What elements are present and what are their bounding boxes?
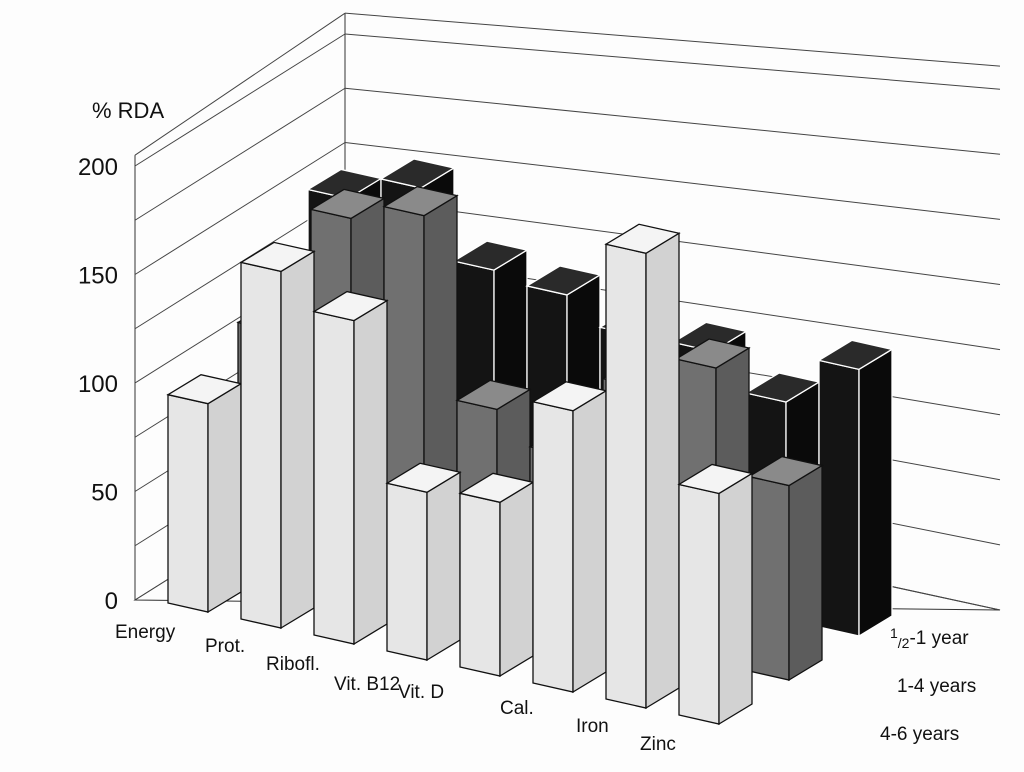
y-tick-label: 200 xyxy=(78,154,118,181)
bar-top-face xyxy=(604,223,681,254)
bar-front-face xyxy=(240,261,282,629)
bar-side-face xyxy=(788,464,823,682)
y-axis-label: % RDA xyxy=(92,98,164,123)
bar-side-face xyxy=(426,471,461,662)
series-labels: 1/2-1 year 1-4 years 4-6 years xyxy=(880,625,976,745)
bar-1-2-1-year-zinc xyxy=(817,339,894,638)
series-label: 1/2-1 year xyxy=(890,625,969,651)
gridline-back xyxy=(344,142,1001,220)
category-label: Zinc xyxy=(640,734,676,755)
bar-top-face xyxy=(525,265,602,296)
category-label: Cal. xyxy=(500,698,534,719)
category-label: Vit. D xyxy=(398,682,444,703)
bar-4-6-years-iron xyxy=(604,223,681,710)
y-tick-label: 150 xyxy=(78,263,118,290)
bar-side-face xyxy=(280,250,315,630)
gridline-left xyxy=(134,142,346,275)
bar-side-face xyxy=(499,481,534,678)
bar-front-face xyxy=(167,393,209,613)
bar-4-6-years-energy xyxy=(166,373,243,614)
bar-top-face xyxy=(382,185,459,217)
y-tick-label: 0 xyxy=(105,588,118,615)
bar-front-face xyxy=(678,483,720,725)
category-label: Ribofl. xyxy=(266,654,320,675)
bar-front-face xyxy=(605,243,647,709)
bar-top-face xyxy=(452,240,529,271)
bar-front-face xyxy=(532,400,574,693)
bar-top-face xyxy=(379,158,456,189)
bar-front-face xyxy=(748,475,790,681)
bar-top-face xyxy=(385,462,462,493)
series-label: 4-6 years xyxy=(880,724,959,745)
bar-top-face xyxy=(312,290,389,322)
bar-1-4-years-zinc xyxy=(747,455,824,682)
bar-front-face xyxy=(313,310,355,645)
gridline-back xyxy=(344,87,1001,155)
bar-4-6-years-vit-b12 xyxy=(385,462,462,662)
bar-top-face xyxy=(677,463,754,495)
category-label: Iron xyxy=(576,716,609,737)
bar-front-face xyxy=(818,359,860,637)
y-tick-label: 100 xyxy=(78,371,118,398)
bar-4-6-years-prot- xyxy=(239,241,316,630)
category-label: Prot. xyxy=(205,636,245,657)
bar-front-face xyxy=(386,482,428,661)
wall-top-left xyxy=(134,12,346,156)
bar-top-face xyxy=(239,241,316,273)
y-ticks: 0 50 100 150 200 xyxy=(78,154,118,615)
category-label: Energy xyxy=(115,622,176,643)
bar-top-face xyxy=(674,338,751,369)
gridline-left xyxy=(134,33,346,167)
bar-top-face xyxy=(455,379,532,411)
bar-side-face xyxy=(858,348,893,638)
bar-4-6-years-ribofl- xyxy=(312,290,389,646)
gridline-back xyxy=(344,33,1001,90)
bar-4-6-years-vit-d xyxy=(458,472,535,678)
bar-4-6-years-cal- xyxy=(531,381,608,694)
y-tick-label: 50 xyxy=(91,480,118,507)
bar-4-6-years-zinc xyxy=(677,463,754,726)
bar-side-face xyxy=(572,389,607,694)
category-label: Vit. B12 xyxy=(334,674,400,695)
bar-front-face xyxy=(459,492,501,677)
bar-top-face xyxy=(817,339,894,371)
bars xyxy=(166,158,894,726)
bar-top-face xyxy=(309,188,386,220)
wall-top-back xyxy=(344,12,1001,67)
bar-side-face xyxy=(353,299,388,646)
bar-side-face xyxy=(207,382,242,614)
series-label: 1-4 years xyxy=(897,676,976,697)
bar-side-face xyxy=(718,472,753,726)
bar-side-face xyxy=(645,232,680,710)
bar-top-face xyxy=(747,455,824,487)
gridline-left xyxy=(134,87,346,221)
